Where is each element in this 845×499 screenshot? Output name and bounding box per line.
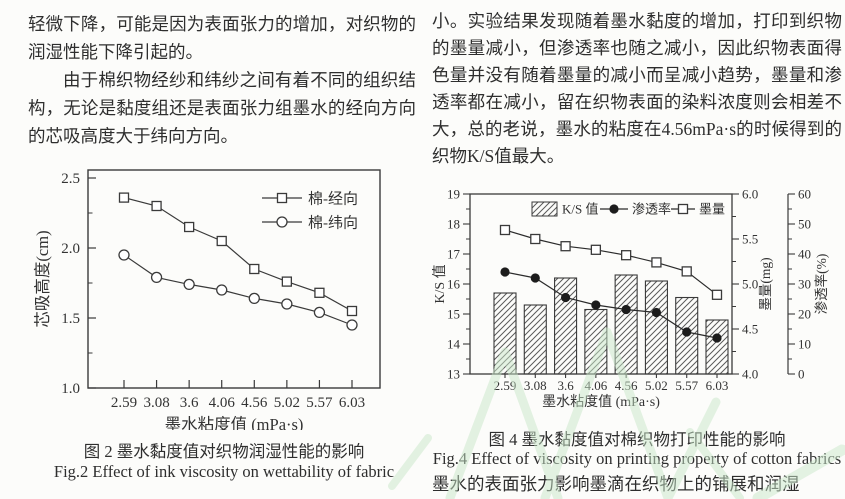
left-column-text: 轻微下降，可能是因为表面张力的增加，对织物的润湿性能下降引起的。 由于棉织物经纱…	[28, 10, 416, 150]
svg-text:3.6: 3.6	[557, 378, 574, 393]
fig2-line-chart: 1.0 1.5 2.0 2.5 2.59 3.08 3.6 4.06 4.56 5.02 5.57 6…	[33, 169, 381, 430]
fig4-bar-line-chart: 13 14 15 16 17 18 19 K/S 值 2.59 3.08 3.6 4.06 4.56 5.…	[432, 187, 829, 411]
svg-text:3.6: 3.6	[180, 395, 199, 411]
svg-text:18: 18	[447, 217, 460, 232]
svg-text:3.08: 3.08	[524, 378, 547, 393]
fig4-caption-en: Fig.4 Effect of viscosity on printing pr…	[432, 449, 842, 468]
svg-text:棉-纬向: 棉-纬向	[308, 215, 358, 232]
svg-text:5.0: 5.0	[742, 277, 758, 292]
svg-text:5.02: 5.02	[645, 378, 668, 393]
paragraph-left-1: 轻微下降，可能是因为表面张力的增加，对织物的润湿性能下降引起的。	[28, 14, 416, 62]
svg-text:5.57: 5.57	[306, 395, 333, 411]
svg-text:30: 30	[798, 277, 811, 292]
fig4-series-square-open	[499, 224, 723, 300]
fig2-caption-en: Fig.2 Effect of ink viscosity on wettabi…	[53, 462, 395, 481]
svg-text:6.0: 6.0	[742, 187, 758, 202]
paragraph-left-2: 由于棉织物经纱和纬纱之间有着不同的组织结构，无论是黏度组还是表面张力组墨水的经向…	[28, 70, 416, 146]
svg-text:4.56: 4.56	[615, 378, 638, 393]
fig2-series-square-open	[118, 192, 358, 317]
svg-text:0: 0	[798, 367, 805, 382]
svg-text:墨量(mg): 墨量(mg)	[758, 257, 773, 310]
fig2-caption-cn: 图 2 墨水黏度值对织物润湿性能的影响	[83, 442, 365, 461]
svg-text:芯吸高度(cm): 芯吸高度(cm)	[33, 230, 52, 327]
svg-text:5.57: 5.57	[675, 378, 698, 393]
svg-text:渗透率(%): 渗透率(%)	[813, 254, 829, 315]
svg-text:2.0: 2.0	[61, 241, 80, 257]
svg-text:4.06: 4.06	[584, 378, 607, 393]
svg-text:50: 50	[798, 217, 811, 232]
svg-text:4.0: 4.0	[742, 367, 758, 382]
svg-text:1.5: 1.5	[61, 311, 80, 327]
fig2-legend: 棉-经向棉-纬向	[262, 191, 358, 232]
svg-text:4.06: 4.06	[209, 395, 236, 411]
fig4-series-bars	[493, 274, 729, 375]
svg-text:棉-经向: 棉-经向	[308, 191, 358, 208]
svg-text:K/S 值: K/S 值	[432, 264, 448, 303]
svg-text:15: 15	[447, 307, 460, 322]
svg-text:4.56: 4.56	[241, 395, 268, 411]
svg-text:20: 20	[798, 307, 811, 322]
svg-text:40: 40	[798, 247, 811, 262]
fig4-caption-cn: 图 4 墨水黏度值对棉织物打印性能的影响	[488, 430, 786, 449]
paragraph-right-2: 墨水的表面张力影响墨滴在织物上的铺展和润湿	[432, 474, 800, 494]
fig2-plot: 1.0 1.5 2.0 2.5 2.59 3.08 3.6 4.06 4.56 5.02 5.57 6…	[33, 169, 381, 430]
svg-text:5.02: 5.02	[274, 395, 300, 411]
paragraph-right-1: 小。实验结果发现随着墨水黏度的增加，打印到织物的墨量减小，但渗透率也随之减小，因…	[432, 11, 842, 166]
fig4-legend: K/S 值 渗透率 墨量	[531, 201, 725, 217]
svg-text:14: 14	[447, 337, 461, 352]
svg-text:13: 13	[447, 367, 460, 382]
svg-text:6.03: 6.03	[339, 395, 365, 411]
svg-text:60: 60	[798, 187, 811, 202]
svg-text:墨水粘度值 (mPa·s): 墨水粘度值 (mPa·s)	[542, 394, 660, 410]
svg-text:6.03: 6.03	[706, 378, 729, 393]
svg-text:10: 10	[798, 337, 811, 352]
svg-text:2.59: 2.59	[111, 395, 137, 411]
svg-text:2.59: 2.59	[494, 378, 517, 393]
right-column-continuation: 墨水的表面张力影响墨滴在织物上的铺展和润湿	[432, 471, 842, 498]
svg-text:5.5: 5.5	[742, 232, 758, 247]
svg-text:3.08: 3.08	[143, 395, 169, 411]
svg-text:4.5: 4.5	[742, 322, 758, 337]
svg-text:墨水粘度值 (mPa·s): 墨水粘度值 (mPa·s)	[165, 415, 304, 430]
svg-text:1.0: 1.0	[61, 381, 80, 397]
svg-text:16: 16	[447, 277, 461, 292]
svg-text:墨量: 墨量	[699, 202, 725, 217]
svg-text:17: 17	[447, 247, 461, 262]
svg-text:渗透率: 渗透率	[632, 202, 671, 217]
svg-text:K/S 值: K/S 值	[562, 202, 598, 217]
svg-text:2.5: 2.5	[61, 171, 80, 187]
fig2-series-circle-open	[118, 249, 358, 331]
right-column-text: 小。实验结果发现随着墨水黏度的增加，打印到织物的墨量减小，但渗透率也随之减小，因…	[432, 8, 842, 170]
svg-text:19: 19	[447, 187, 460, 202]
